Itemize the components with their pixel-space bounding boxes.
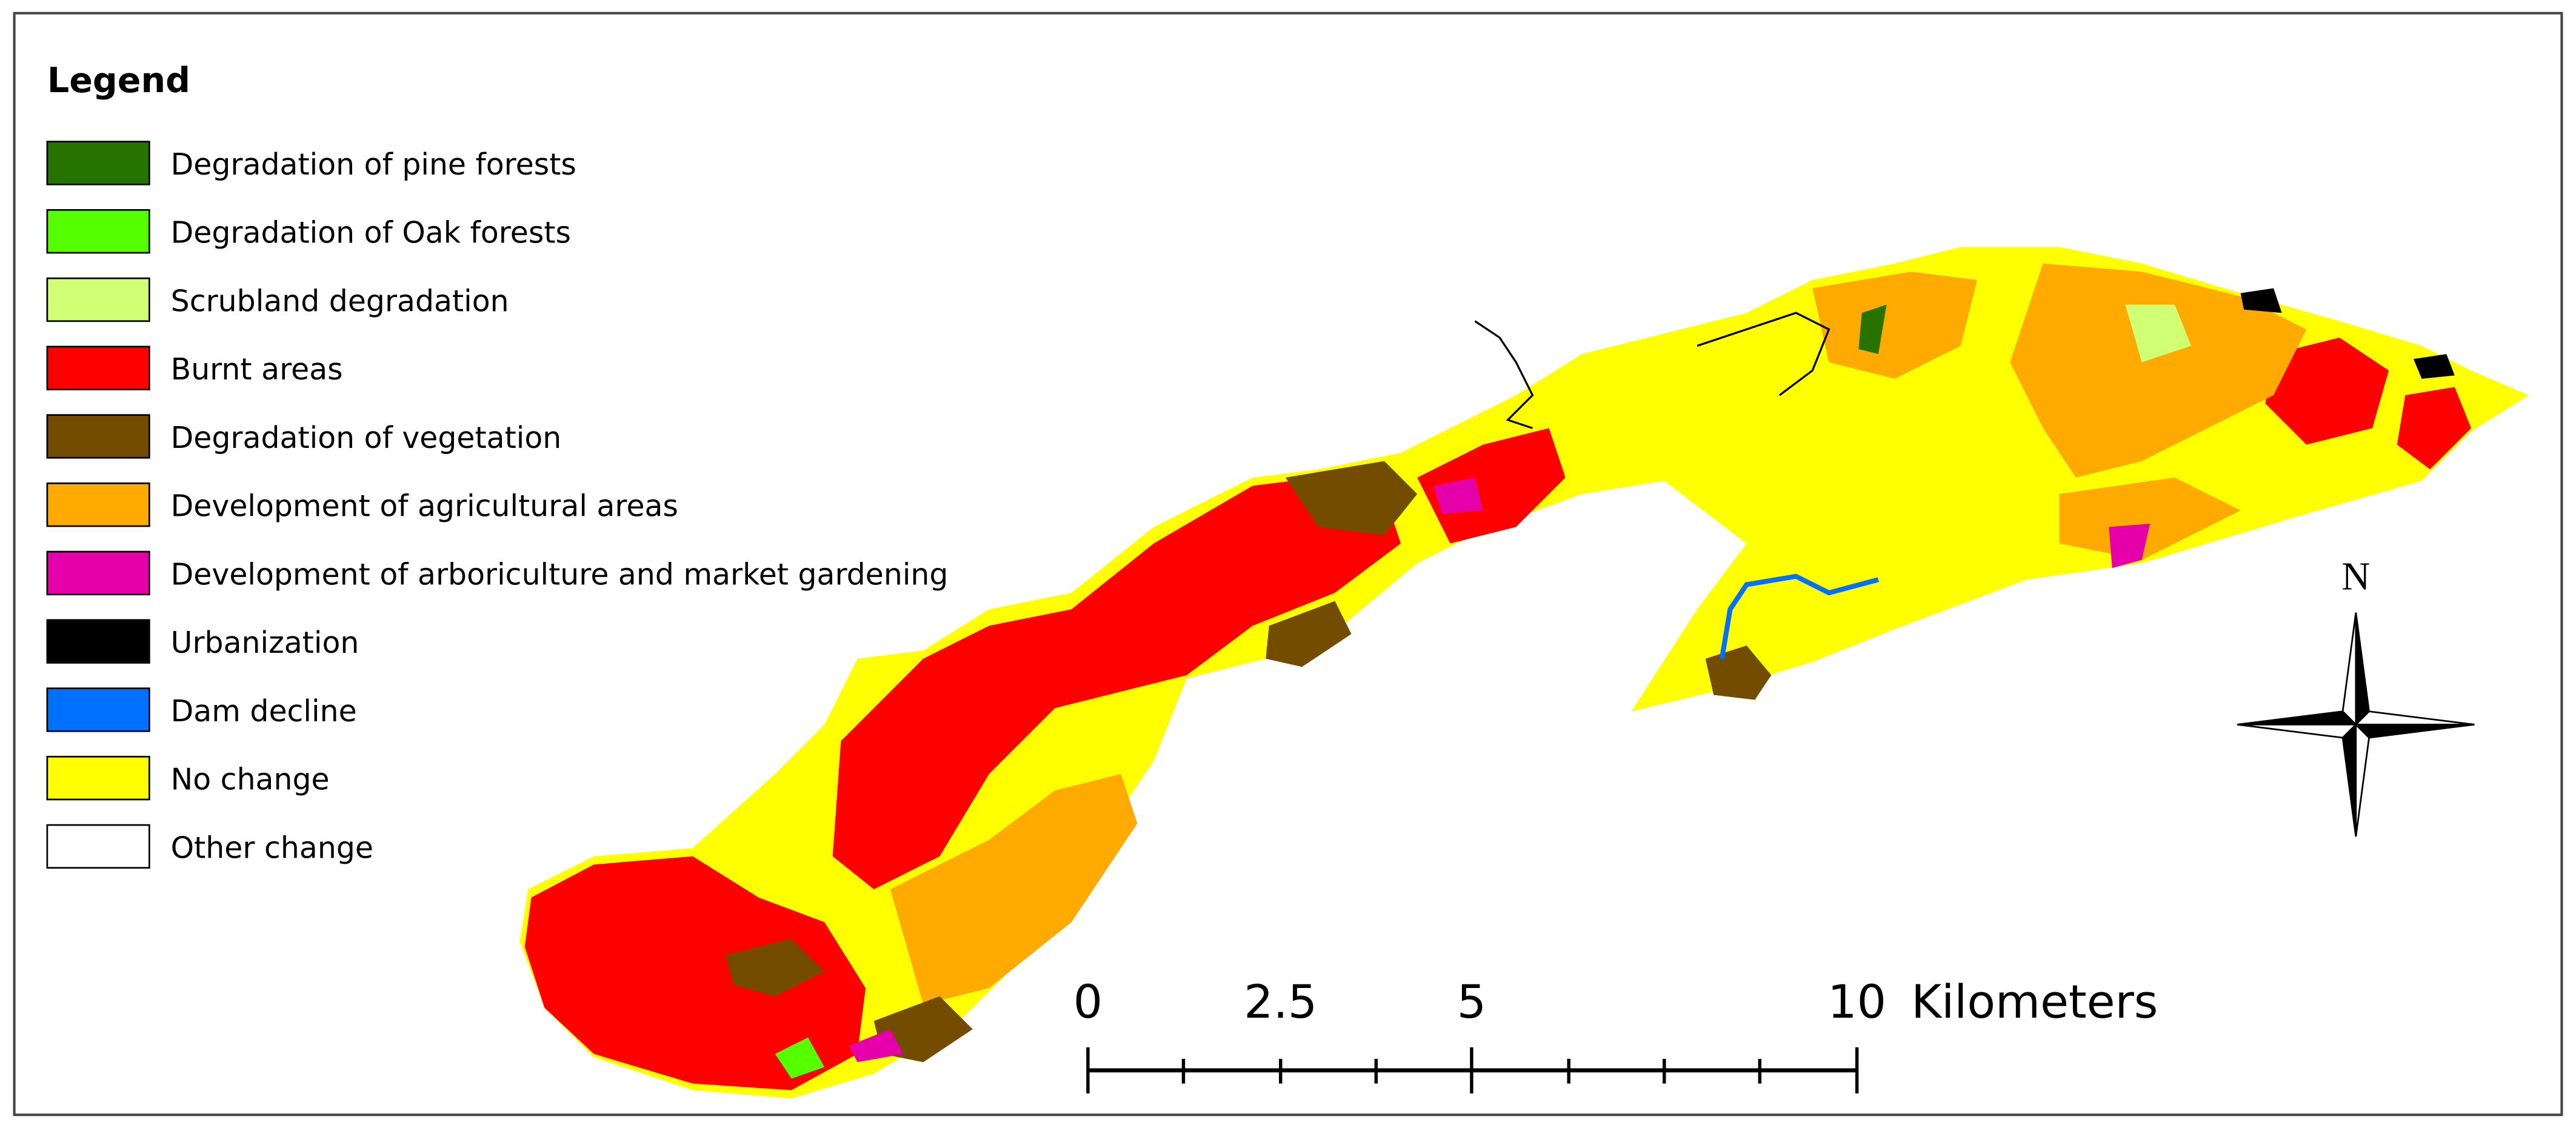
legend-swatch <box>46 756 150 801</box>
arrow-part <box>2354 710 2475 726</box>
vegetation-degradation <box>726 938 825 996</box>
burnt-area <box>2397 387 2472 470</box>
burnt-area <box>832 477 1401 890</box>
agricultural-area <box>1812 272 1977 379</box>
other-change <box>1697 312 1830 396</box>
dam <box>1719 573 1880 659</box>
burnt-area <box>1417 428 1566 544</box>
north-arrow: N <box>2237 555 2475 837</box>
legend-swatch <box>46 550 150 596</box>
legend-label: Scrubland degradation <box>171 284 509 318</box>
legend-swatch <box>46 345 150 390</box>
scale-bar: 0 2.5 5 10 Kilometers <box>1073 975 2158 1093</box>
scale-ticks <box>1086 1047 1859 1093</box>
vegetation-degradation <box>1285 461 1418 535</box>
legend-swatch <box>46 482 150 527</box>
agricultural-area <box>2059 477 2241 560</box>
agricultural-area <box>890 773 1138 1005</box>
vegetation-degradation <box>1266 601 1352 667</box>
arboriculture-area <box>849 1029 904 1063</box>
legend-title: Legend <box>47 61 190 101</box>
burnt-area <box>2265 337 2389 445</box>
agricultural-area <box>2010 263 2307 478</box>
study-area <box>519 247 2529 1099</box>
legend-swatch <box>46 209 150 254</box>
legend-label: Dam decline <box>171 694 357 729</box>
scale-label: 10 <box>1827 975 1886 1029</box>
vegetation-degradation <box>1705 645 1772 700</box>
legend-swatch <box>46 277 150 322</box>
pine-degradation <box>1858 304 1887 355</box>
scale-label: 0 <box>1073 975 1103 1029</box>
legend-swatch <box>46 414 150 459</box>
legend-label: Degradation of pine forests <box>171 147 576 182</box>
legend: Legend Degradation of pine forests Degrad… <box>46 61 949 869</box>
legend-swatch <box>46 141 150 185</box>
legend-label: Development of agricultural areas <box>171 489 678 524</box>
legend-label: No change <box>171 763 330 797</box>
other-change <box>1474 320 1534 429</box>
north-label: N <box>2341 555 2370 599</box>
oak-degradation <box>775 1037 825 1079</box>
legend-label: Development of arboriculture and market … <box>171 557 949 592</box>
scrubland-degradation <box>2125 304 2192 362</box>
arboriculture-area <box>1433 477 1483 514</box>
arrow-part <box>2237 724 2358 739</box>
legend-label: Degradation of Oak forests <box>171 216 571 250</box>
legend-label: Degradation of vegetation <box>171 421 562 455</box>
legend-label: Other change <box>171 830 373 865</box>
scale-label: 2.5 <box>1244 975 1317 1029</box>
legend-label: Urbanization <box>171 626 359 660</box>
legend-swatch <box>46 687 150 732</box>
urban-area <box>2413 354 2455 379</box>
scale-label: 5 <box>1457 975 1486 1029</box>
scale-unit: Kilometers <box>1911 975 2158 1029</box>
legend-swatch <box>46 619 150 664</box>
urban-area <box>2240 288 2282 313</box>
legend-label: Burnt areas <box>171 352 343 387</box>
arboriculture-area <box>2109 523 2151 569</box>
legend-swatch <box>46 824 150 869</box>
burnt-area <box>524 856 866 1090</box>
